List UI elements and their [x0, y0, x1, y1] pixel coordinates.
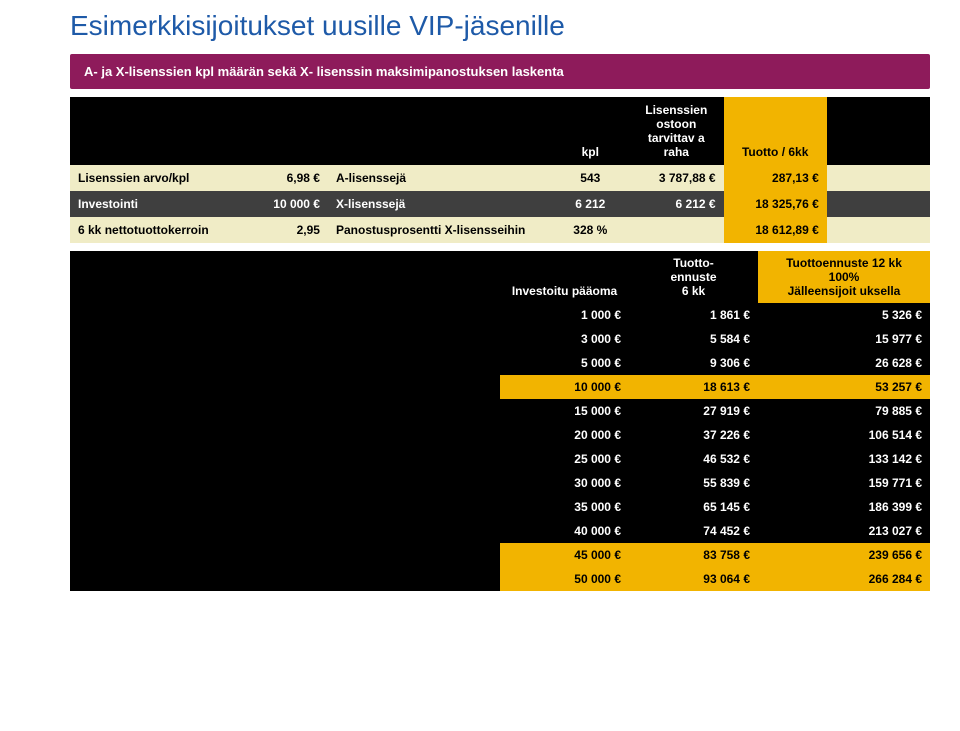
table-cell: 9 306 € [629, 351, 758, 375]
table-cell: 20 000 € [500, 423, 629, 447]
table-cell: 133 142 € [758, 447, 930, 471]
table-cell [827, 217, 930, 243]
table-cell [70, 351, 500, 375]
page: Esimerkkisijoitukset uusille VIP-jäsenil… [0, 0, 960, 731]
table-cell: 46 532 € [629, 447, 758, 471]
col-proj12: Tuottoennuste 12 kk 100% Jälleensijoit u… [758, 251, 930, 303]
table-cell: 3 787,88 € [629, 165, 724, 191]
table-cell: 186 399 € [758, 495, 930, 519]
table-cell: 25 000 € [500, 447, 629, 471]
page-title: Esimerkkisijoitukset uusille VIP-jäsenil… [70, 10, 930, 42]
table-cell: 65 145 € [629, 495, 758, 519]
table-cell: 27 919 € [629, 399, 758, 423]
table-cell: 287,13 € [724, 165, 827, 191]
table-cell: 106 514 € [758, 423, 930, 447]
table-cell: 213 027 € [758, 519, 930, 543]
col-proj6: Tuotto- ennuste 6 kk [629, 251, 758, 303]
license-calc-table: kpl Lisenssien ostoon tarvittav a raha T… [70, 97, 930, 243]
table-cell: X-lisenssejä [328, 191, 552, 217]
table-cell: 543 [552, 165, 629, 191]
table-cell: 5 584 € [629, 327, 758, 351]
table-cell: 53 257 € [758, 375, 930, 399]
table-cell: 93 064 € [629, 567, 758, 591]
table-cell: 6 212 [552, 191, 629, 217]
table-cell: 55 839 € [629, 471, 758, 495]
table-cell: 15 977 € [758, 327, 930, 351]
table-cell: Panostusprosentti X-lisensseihin [328, 217, 552, 243]
table-cell [70, 375, 500, 399]
table-cell [70, 543, 500, 567]
table-cell [629, 217, 724, 243]
table-cell [70, 447, 500, 471]
table-cell [70, 495, 500, 519]
table-cell: 5 326 € [758, 303, 930, 327]
table-cell [70, 519, 500, 543]
table-cell [70, 303, 500, 327]
table-cell: 74 452 € [629, 519, 758, 543]
table-cell: 6 kk nettotuottokerroin [70, 217, 251, 243]
table-cell: 30 000 € [500, 471, 629, 495]
table-cell: 79 885 € [758, 399, 930, 423]
table-cell [827, 165, 930, 191]
table-cell [70, 567, 500, 591]
col-yield: Tuotto / 6kk [724, 97, 827, 165]
table-cell: 37 226 € [629, 423, 758, 447]
table-cell: 15 000 € [500, 399, 629, 423]
table-cell: 18 612,89 € [724, 217, 827, 243]
table-cell: 50 000 € [500, 567, 629, 591]
table-cell: 6,98 € [251, 165, 328, 191]
projection-table: Investoitu pääoma Tuotto- ennuste 6 kk T… [70, 251, 930, 591]
table-cell: 2,95 [251, 217, 328, 243]
table-cell: 6 212 € [629, 191, 724, 217]
table-cell: 328 % [552, 217, 629, 243]
col-kpl: kpl [552, 97, 629, 165]
table-cell: A-lisenssejä [328, 165, 552, 191]
table-cell: 1 000 € [500, 303, 629, 327]
table-cell: Lisenssien arvo/kpl [70, 165, 251, 191]
table-cell [70, 327, 500, 351]
table-cell: 1 861 € [629, 303, 758, 327]
table-cell [70, 471, 500, 495]
table-cell: 35 000 € [500, 495, 629, 519]
table-cell: 5 000 € [500, 351, 629, 375]
col-need: Lisenssien ostoon tarvittav a raha [629, 97, 724, 165]
table-cell: 18 613 € [629, 375, 758, 399]
table-cell: 239 656 € [758, 543, 930, 567]
table-cell: 266 284 € [758, 567, 930, 591]
table-cell: 10 000 € [251, 191, 328, 217]
table-cell [827, 191, 930, 217]
table-cell: 83 758 € [629, 543, 758, 567]
col-invested: Investoitu pääoma [500, 251, 629, 303]
table-cell: 3 000 € [500, 327, 629, 351]
table-cell: 18 325,76 € [724, 191, 827, 217]
table-cell: 159 771 € [758, 471, 930, 495]
table-cell: 40 000 € [500, 519, 629, 543]
banner: A- ja X-lisenssien kpl määrän sekä X- li… [70, 54, 930, 89]
table-cell: 10 000 € [500, 375, 629, 399]
table-cell: Investointi [70, 191, 251, 217]
table-cell [70, 423, 500, 447]
table-cell: 26 628 € [758, 351, 930, 375]
table-cell: 45 000 € [500, 543, 629, 567]
table-cell [70, 399, 500, 423]
